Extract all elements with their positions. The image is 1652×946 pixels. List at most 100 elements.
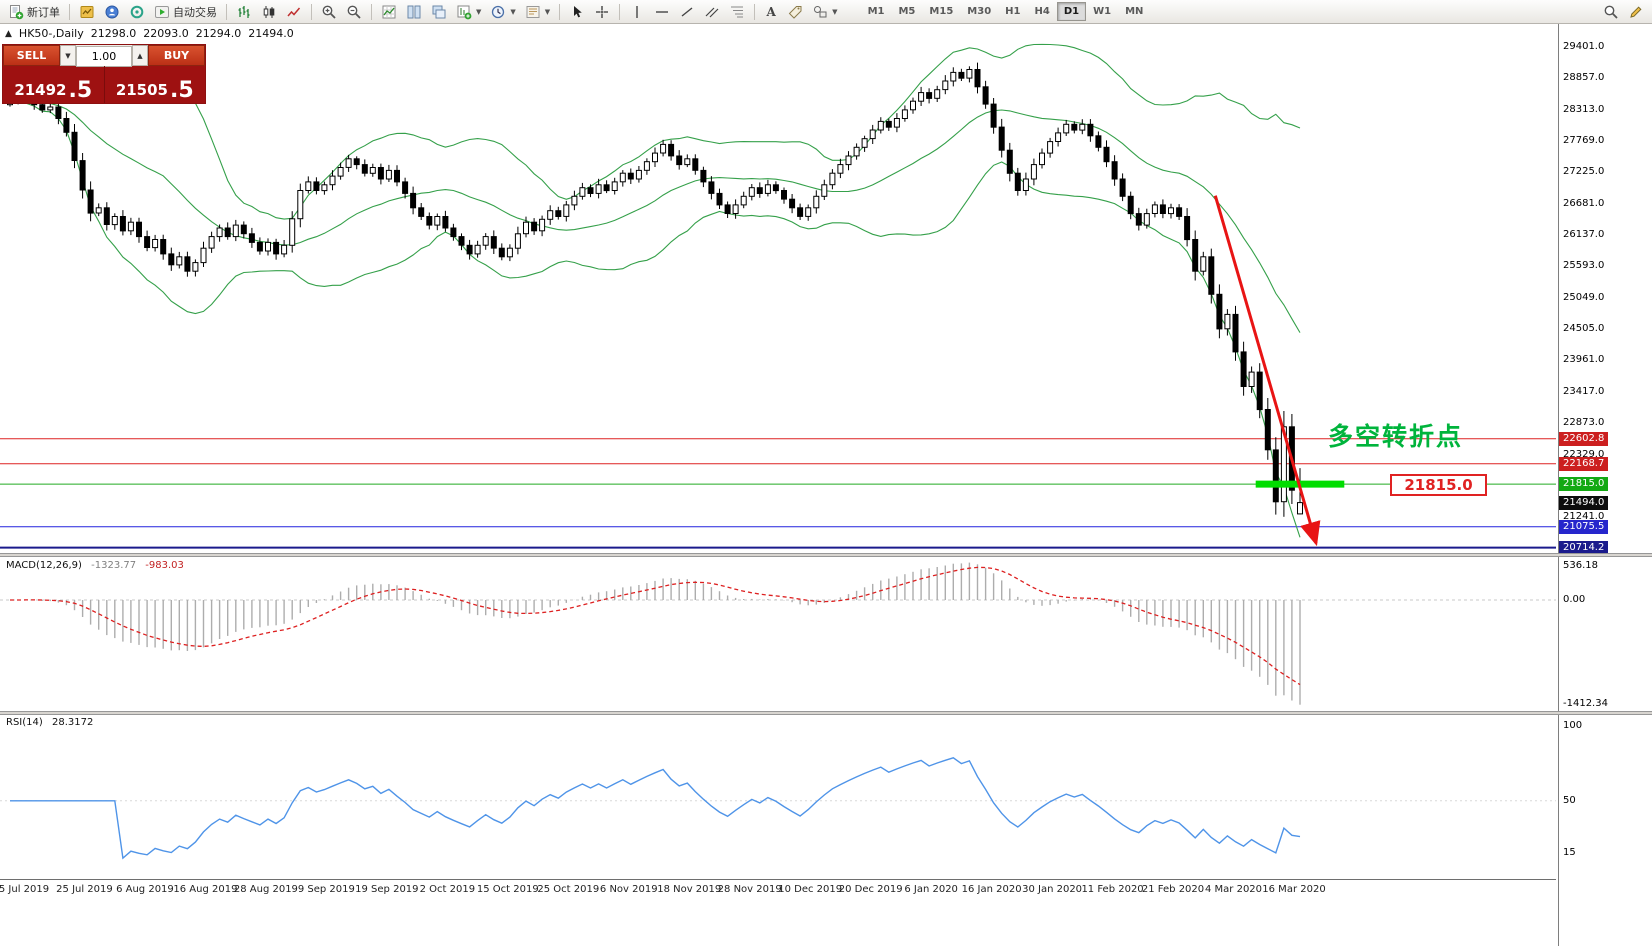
price-tick: 28313.0 [1563,103,1605,115]
sell-button[interactable]: SELL [3,45,60,66]
one-click-trading-panel: SELL ▼ ▲ BUY 21492 .5 21505 .5 [2,44,206,104]
cursor-button[interactable] [565,1,589,22]
date-label: 19 Sep 2019 [355,884,419,895]
period-dropdown[interactable]: ▼ [486,1,519,22]
volume-increase-button[interactable]: ▲ [132,45,148,66]
market-watch-button[interactable] [75,1,99,22]
rsi-value: 28.3172 [51,717,94,728]
rsi-axis-tick: 15 [1563,847,1576,859]
date-label: 10 Dec 2019 [778,884,843,895]
bar-chart-button[interactable] [232,1,256,22]
toolbar-separator [754,3,756,20]
autotrading-button[interactable]: 自动交易 [150,1,221,22]
cascade-windows-button[interactable] [427,1,451,22]
tile-windows-icon [406,4,422,20]
date-label: 21 Feb 2020 [1141,884,1205,895]
price-tick: 27769.0 [1563,135,1605,147]
panel-separator[interactable] [0,711,1652,715]
macd-indicator-label: MACD(12,26,9) -1323.77 -983.03 [6,560,184,571]
timeframe-button-h1[interactable]: H1 [1005,6,1021,17]
text-button[interactable]: A [760,1,782,22]
date-label: 6 Jan 2020 [904,884,958,895]
date-label: 11 Feb 2020 [1081,884,1144,895]
macd-main-value: -1323.77 [91,560,137,571]
horizontal-line-icon [654,4,670,20]
zoom-out-button[interactable] [342,1,366,22]
one-click-collapse-arrow[interactable]: ▲ [5,28,12,39]
toolbar-separator [619,3,621,20]
text-label-button[interactable] [783,1,807,22]
date-label: 30 Jan 2020 [1022,884,1083,895]
chart-open-value: 21298.0 [90,27,137,40]
chart-symbol-period: HK50-,Daily [18,27,84,40]
bar-chart-icon [236,4,252,20]
navigator-button[interactable] [125,1,149,22]
main-chart-canvas[interactable] [0,24,1556,553]
sell-price-pips: .5 [68,78,93,103]
date-label: 28 Aug 2019 [233,884,298,895]
date-label: 25 Oct 2019 [537,884,600,895]
toolbar: 新订单 自动交易 [0,0,1652,24]
chevron-down-icon: ▼ [476,7,482,16]
new-order-button[interactable]: 新订单 [4,1,64,22]
macd-axis-max: 536.18 [1563,560,1598,571]
crosshair-button[interactable] [590,1,614,22]
price-badge: 22168.7 [1559,456,1609,471]
time-axis[interactable]: 5 Jul 2019 25 Jul 2019 6 Aug 2019 16 Aug 20… [0,879,1556,899]
indicators-button[interactable] [377,1,401,22]
price-tick: 25593.0 [1563,260,1605,272]
rsi-axis-tick: 100 [1563,719,1583,731]
buy-button[interactable]: BUY [148,45,205,66]
date-label: 15 Oct 2019 [476,884,539,895]
vertical-line-button[interactable] [625,1,649,22]
line-chart-button[interactable] [282,1,306,22]
trendline-button[interactable] [675,1,699,22]
clock-icon [490,4,506,20]
volume-input[interactable] [76,46,132,67]
search-button[interactable] [1599,1,1623,22]
date-label: 18 Nov 2019 [657,884,722,895]
timeframe-button-m5[interactable]: M5 [898,6,916,17]
date-label: 9 Sep 2019 [297,884,355,895]
timeframe-button-w1[interactable]: W1 [1093,6,1112,17]
new-chart-dropdown[interactable]: ▼ [452,1,485,22]
panel-separator[interactable] [0,553,1652,557]
timeframe-button-m15[interactable]: M15 [929,6,954,17]
shapes-icon [812,4,828,20]
price-tick: 22329.0 [1563,448,1605,460]
zoom-in-button[interactable] [317,1,341,22]
timeframe-button-m1[interactable]: M1 [867,6,885,17]
label-icon [787,4,803,20]
rsi-canvas[interactable] [0,715,1556,879]
buy-price-pips: .5 [170,78,194,103]
price-badge: 21494.0 [1559,495,1609,510]
level-price-label[interactable]: 21815.0 [1390,474,1487,496]
tile-windows-button[interactable] [402,1,426,22]
price-axis[interactable]: 29401.0 28857.0 28313.0 27769.0 27225.0 26681… [1558,24,1652,946]
templates-dropdown[interactable]: ▼ [521,1,554,22]
macd-canvas[interactable] [0,557,1556,711]
fibonacci-button[interactable] [725,1,749,22]
price-tick: 21241.0 [1563,511,1605,523]
shapes-dropdown[interactable]: ▼ [808,1,841,22]
volume-decrease-button[interactable]: ▼ [60,45,76,66]
timeframe-button-d1[interactable]: D1 [1056,2,1087,21]
navigator-icon [129,4,145,20]
date-label: 6 Nov 2019 [599,884,658,895]
date-label: 25 Jul 2019 [56,884,113,895]
horizontal-line-button[interactable] [650,1,674,22]
price-badge: 21815.0 [1559,477,1609,492]
candlestick-chart-button[interactable] [257,1,281,22]
channel-button[interactable] [700,1,724,22]
sell-price[interactable]: 21492 .5 [3,66,105,103]
macd-axis-zero: 0.00 [1563,593,1586,605]
timeframe-button-h4[interactable]: H4 [1034,6,1050,17]
timeframe-button-mn[interactable]: MN [1125,6,1144,17]
turning-point-annotation[interactable]: 多空转折点 [1328,422,1464,451]
data-window-button[interactable] [100,1,124,22]
timeframe-button-m30[interactable]: M30 [967,6,992,17]
profile-icon [104,4,120,20]
edit-button[interactable] [1624,1,1648,22]
buy-price[interactable]: 21505 .5 [105,66,206,103]
